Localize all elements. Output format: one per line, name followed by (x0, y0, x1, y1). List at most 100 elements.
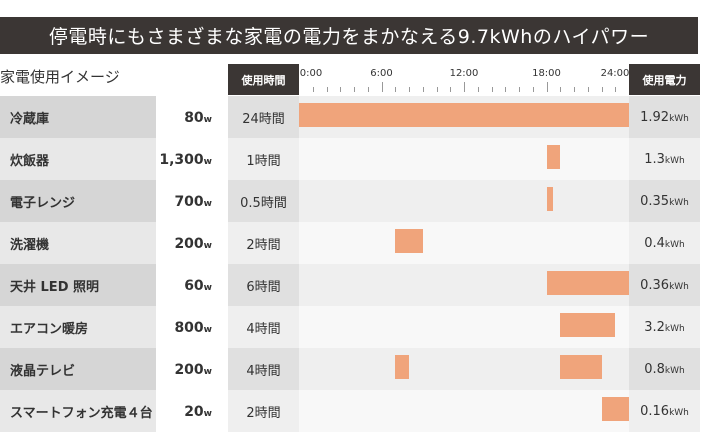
wattage-value: 80 (184, 109, 204, 126)
energy-unit: kWh (664, 366, 685, 376)
wattage-value: 20 (184, 403, 204, 420)
wattage-box: 200 w (160, 355, 217, 384)
usage-time: 24時間 (228, 96, 299, 138)
energy-value: 0.8 (644, 361, 665, 377)
x-tick-mark (601, 87, 603, 92)
energy-value: 1.3 (644, 151, 665, 167)
x-tick-mark (477, 87, 479, 92)
appliance-name: 電子レンジ 700 w (0, 180, 217, 222)
x-tick-mark (354, 87, 355, 92)
appliance-name-text: 天井 LED 照明 (10, 279, 100, 295)
wattage-box: 800 w (160, 313, 217, 342)
appliance-name-text: スマートフォン充電４台 (10, 405, 153, 421)
wattage-unit: w (203, 282, 212, 293)
usage-bar (546, 187, 554, 211)
x-tick-mark (532, 87, 534, 92)
wattage-unit: w (203, 198, 212, 209)
section-subtitle: 家電使用イメージ (0, 68, 120, 86)
header-usage-time: 使用時間 (228, 64, 299, 95)
x-tick-label: 12:00 (449, 68, 479, 79)
x-tick-mark (546, 82, 548, 92)
wattage-unit: w (203, 366, 212, 377)
appliance-name: 冷蔵庫 80 w (0, 96, 217, 138)
energy-usage: 3.2 kWh (629, 306, 700, 348)
energy-value: 0.4 (644, 235, 665, 251)
appliance-name: エアコン暖房 800 w (0, 306, 217, 348)
wattage-value: 1,300 (159, 151, 204, 168)
appliance-name-text: エアコン暖房 (10, 321, 89, 337)
energy-usage: 0.8 kWh (629, 348, 700, 390)
x-tick-mark (519, 87, 520, 92)
usage-time: 6時間 (228, 264, 299, 306)
usage-time: 1時間 (228, 138, 299, 180)
usage-bar (560, 355, 602, 379)
energy-usage: 0.35 kWh (629, 180, 700, 222)
x-tick-mark (422, 87, 424, 92)
usage-bar (560, 313, 616, 337)
usage-bar (546, 271, 629, 295)
appliance-row: 電子レンジ 700 w 0.5時間 0.35 kWh (0, 180, 703, 222)
x-tick-label: 0:00 (299, 68, 323, 79)
appliance-row: 液晶テレビ 200 w 4時間 0.8 kWh (0, 348, 703, 390)
appliance-name: 天井 LED 照明 60 w (0, 264, 217, 306)
timeline-track (299, 306, 629, 348)
wattage-unit: w (203, 408, 212, 419)
appliance-name-text: 炊飯器 (10, 153, 50, 169)
appliance-row: スマートフォン充電４台 20 w 2時間 0.16 kWh (0, 390, 703, 432)
x-tick-mark (381, 82, 383, 92)
x-tick-mark (491, 87, 493, 92)
appliance-name-text: 電子レンジ (10, 195, 76, 211)
usage-time: 0.5時間 (228, 180, 299, 222)
timeline-track (299, 264, 629, 306)
wattage-unit: w (203, 240, 212, 251)
timeline-track (299, 138, 629, 180)
x-tick-mark (587, 87, 589, 92)
x-tick-mark (340, 87, 342, 92)
timeline-track (299, 96, 629, 138)
energy-value: 3.2 (644, 319, 665, 335)
time-axis: 0:00 6:00 12:00 18:00 24:00 (299, 64, 629, 95)
energy-usage: 1.92 kWh (629, 96, 700, 138)
wattage-value: 200 (174, 361, 204, 378)
timeline-track (299, 180, 629, 222)
appliance-name-text: 洗濯機 (10, 237, 50, 253)
x-tick-label: 6:00 (370, 68, 393, 79)
header-energy: 使用電力 (629, 64, 700, 95)
wattage-box: 1,300 w (159, 145, 217, 174)
energy-value: 0.35 (640, 193, 670, 209)
wattage-box: 700 w (160, 187, 217, 216)
timeline-track (299, 348, 629, 390)
energy-value: 0.36 (640, 277, 670, 293)
energy-value: 1.92 (640, 109, 670, 125)
appliance-name-text: 液晶テレビ (10, 363, 76, 379)
energy-usage: 0.36 kWh (629, 264, 700, 306)
wattage-box: 80 w (160, 103, 217, 132)
appliance-name: 液晶テレビ 200 w (0, 348, 217, 390)
appliance-name-text: 冷蔵庫 (10, 111, 50, 127)
x-tick-mark (574, 87, 575, 92)
energy-unit: kWh (669, 408, 689, 418)
x-tick-mark (560, 87, 562, 92)
appliance-name: スマートフォン充電４台 20 w (0, 390, 217, 432)
appliance-row: 冷蔵庫 80 w 24時間 1.92 kWh (0, 96, 703, 138)
x-tick-mark (505, 87, 507, 92)
wattage-unit: w (203, 156, 212, 167)
x-tick-mark (436, 87, 438, 92)
x-tick-mark (367, 87, 369, 92)
energy-unit: kWh (664, 240, 685, 250)
usage-bar (395, 229, 423, 253)
x-tick-mark (615, 87, 617, 92)
energy-value: 0.16 (640, 403, 670, 419)
wattage-box: 60 w (160, 271, 217, 300)
energy-unit: kWh (669, 114, 689, 124)
x-tick-mark (395, 87, 397, 92)
energy-usage: 1.3 kWh (629, 138, 700, 180)
wattage-value: 60 (184, 277, 204, 294)
wattage-value: 700 (174, 193, 204, 210)
usage-time: 4時間 (228, 348, 299, 390)
wattage-box: 200 w (160, 229, 217, 258)
appliance-name: 洗濯機 200 w (0, 222, 217, 264)
page-title: 停電時にもさまざまな家電の電力をまかなえる9.7kWhのハイパワー (0, 17, 698, 54)
x-tick-mark (409, 87, 410, 92)
usage-bar (546, 145, 561, 169)
